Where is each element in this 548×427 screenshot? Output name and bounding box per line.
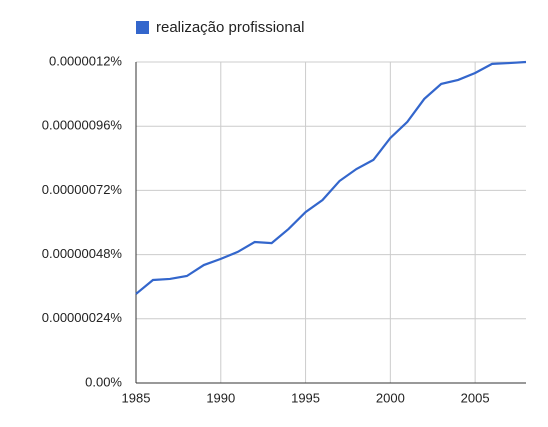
y-tick-label: 0.0000012% [49, 53, 122, 68]
y-tick-label: 0.00% [85, 374, 122, 389]
y-tick-label: 0.00000048% [42, 246, 123, 261]
legend-swatch [136, 21, 149, 34]
x-tick-label: 1985 [122, 390, 151, 405]
y-tick-label: 0.00000096% [42, 118, 123, 133]
x-tick-label: 1995 [291, 390, 320, 405]
y-tick-label: 0.00000024% [42, 310, 123, 325]
x-tick-label: 2005 [461, 390, 490, 405]
series-line [135, 60, 527, 295]
x-tick-label: 1990 [206, 390, 235, 405]
x-tick-label: 2000 [376, 390, 405, 405]
y-tick-label: 0.00000072% [42, 182, 123, 197]
legend-label: realização profissional [156, 19, 304, 36]
